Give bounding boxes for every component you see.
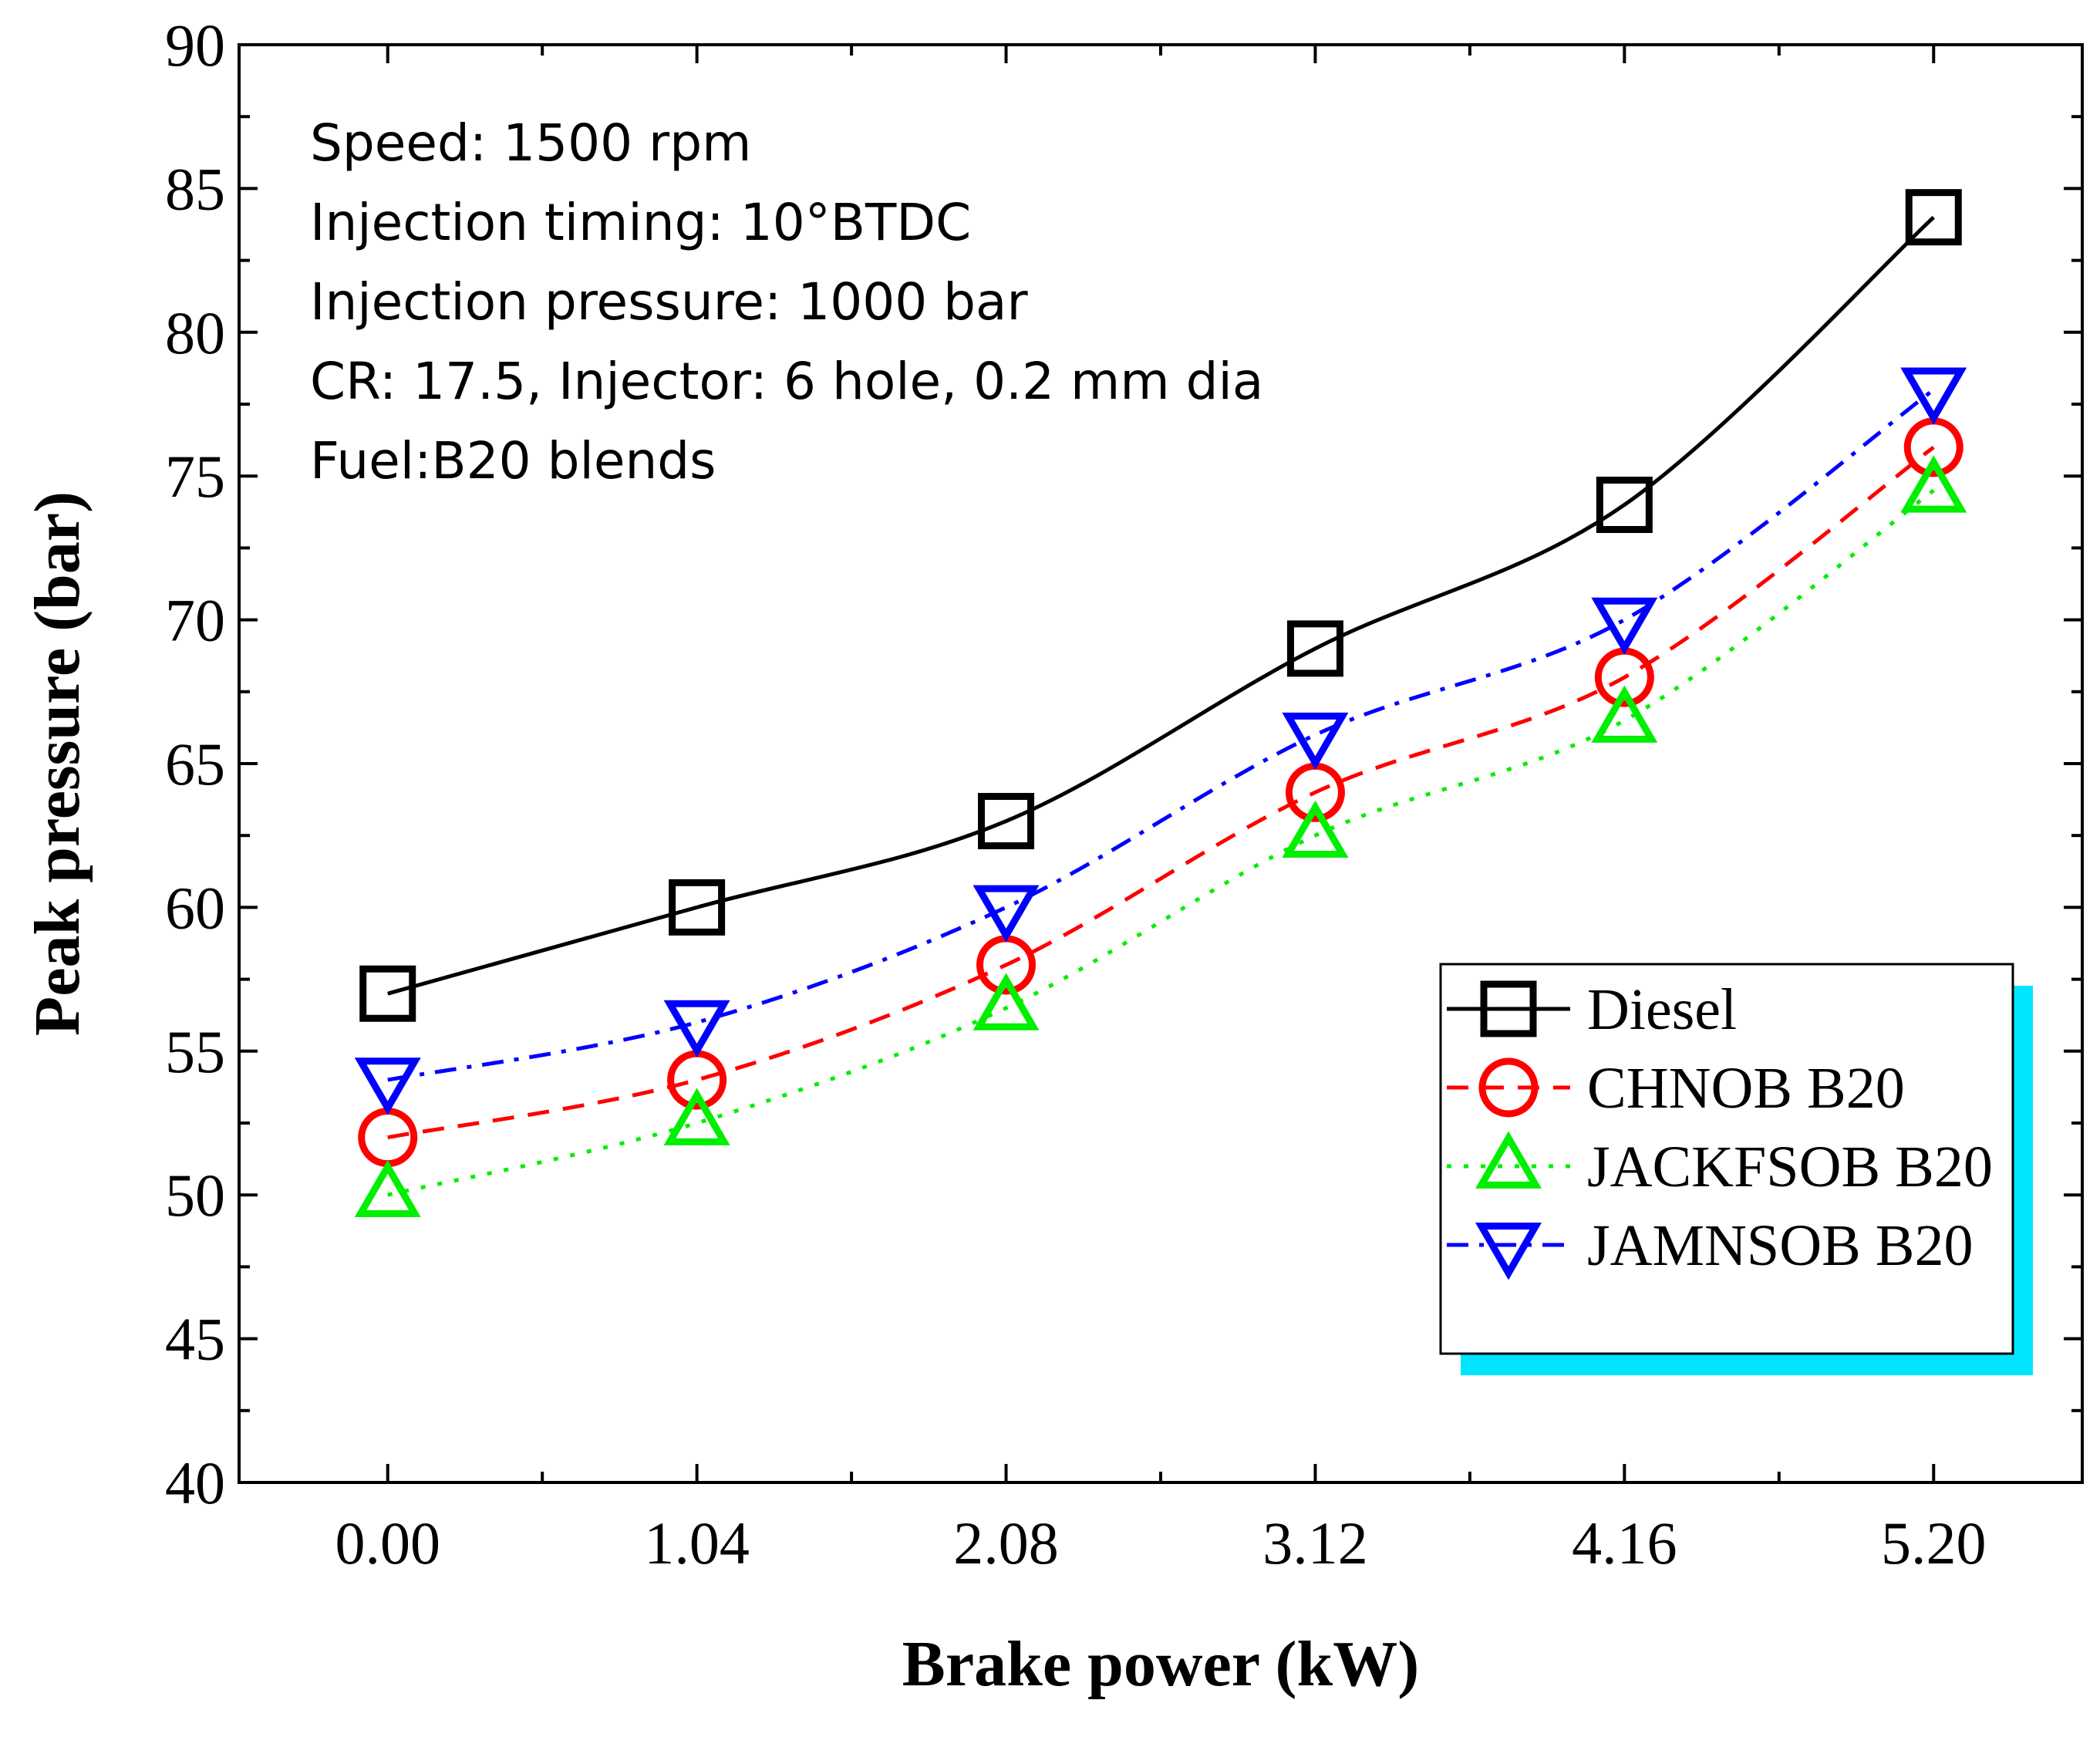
data-point-jamnsob-b20	[1591, 597, 1658, 656]
y-tick-label: 40	[165, 1449, 225, 1516]
legend-entries	[1447, 980, 1570, 1280]
annotation-injection-pressure: Injection pressure: 1000 bar	[310, 272, 1029, 332]
data-point-jamnsob-b20	[972, 885, 1040, 943]
data-point-jackfsob-b20	[1282, 800, 1349, 858]
legend: Diesel CHNOB B20 JACKFSOB B20 JAMNSOB B2…	[1439, 963, 2033, 1375]
x-tick-label: 2.08	[953, 1509, 1059, 1577]
series-markers	[354, 189, 1967, 1218]
y-tick-label: 80	[165, 299, 225, 366]
data-point-jackfsob-b20	[972, 973, 1040, 1030]
conditions-annotation: Speed: 1500 rpm Injection timing: 10°BTD…	[310, 113, 1263, 491]
y-tick-labels: 40 45 50 55 60 65 70 75 80 85 90	[165, 12, 225, 1516]
x-tick-label: 3.12	[1262, 1509, 1368, 1577]
data-point-diesel	[669, 879, 726, 936]
annotation-speed: Speed: 1500 rpm	[310, 113, 751, 173]
x-tick-labels: 0.00 1.04 2.08 3.12 4.16 5.20	[335, 1509, 1986, 1577]
data-point-jackfsob-b20	[663, 1088, 730, 1145]
y-tick-label: 70	[165, 587, 225, 654]
data-point-jamnsob-b20	[1282, 712, 1349, 771]
data-point-diesel	[1286, 620, 1343, 677]
plot-frame	[238, 43, 2084, 1484]
y-tick-label: 65	[165, 730, 225, 798]
annotation-fuel: Fuel:B20 blends	[310, 431, 716, 491]
data-point-diesel	[359, 965, 416, 1022]
legend-label-jamnsob-b20: JAMNSOB B20	[1587, 1213, 1973, 1278]
series-line-jamnsob-b20	[387, 388, 1935, 1082]
y-tick-label: 55	[165, 1018, 225, 1085]
legend-marker-jamnsob-b20	[1475, 1223, 1542, 1280]
data-point-diesel	[1905, 189, 1962, 246]
legend-label-jackfsob-b20: JACKFSOB B20	[1587, 1135, 1993, 1199]
y-tick-label: 75	[165, 443, 225, 510]
x-tick-label: 4.16	[1572, 1509, 1677, 1577]
y-axis-label: Peak pressure (bar)	[22, 491, 93, 1036]
x-tick-label: 0.00	[335, 1509, 440, 1577]
legend-marker-diesel	[1480, 980, 1537, 1037]
legend-marker-chnob-b20	[1478, 1057, 1539, 1118]
data-point-diesel	[1596, 476, 1653, 533]
y-tick-label: 50	[165, 1162, 225, 1229]
data-point-jamnsob-b20	[1900, 367, 1967, 425]
y-tick-label: 85	[165, 155, 225, 222]
annotation-cr-injector: CR: 17.5, Injector: 6 hole, 0.2 mm dia	[310, 352, 1263, 411]
x-tick-label: 1.04	[644, 1509, 750, 1577]
data-point-jackfsob-b20	[1591, 685, 1658, 743]
legend-label-chnob-b20: CHNOB B20	[1587, 1056, 1905, 1121]
series-curves	[387, 215, 1935, 1197]
x-tick-label: 5.20	[1881, 1509, 1987, 1577]
y-tick-label: 45	[165, 1306, 225, 1373]
y-tick-label: 90	[165, 12, 225, 79]
series-line-diesel	[387, 215, 1935, 996]
axis-ticks	[239, 43, 2082, 1484]
y-tick-label: 60	[165, 874, 225, 941]
data-point-diesel	[978, 793, 1035, 850]
data-point-jackfsob-b20	[1900, 455, 1967, 513]
annotation-injection-timing: Injection timing: 10°BTDC	[310, 193, 971, 252]
legend-label-diesel: Diesel	[1587, 977, 1737, 1042]
data-point-jamnsob-b20	[663, 1000, 730, 1057]
legend-marker-jackfsob-b20	[1475, 1131, 1542, 1189]
x-axis-label: Brake power (kW)	[902, 1628, 1419, 1700]
data-point-jamnsob-b20	[354, 1057, 421, 1115]
data-point-jackfsob-b20	[354, 1159, 421, 1218]
series-line-chnob-b20	[387, 445, 1935, 1140]
